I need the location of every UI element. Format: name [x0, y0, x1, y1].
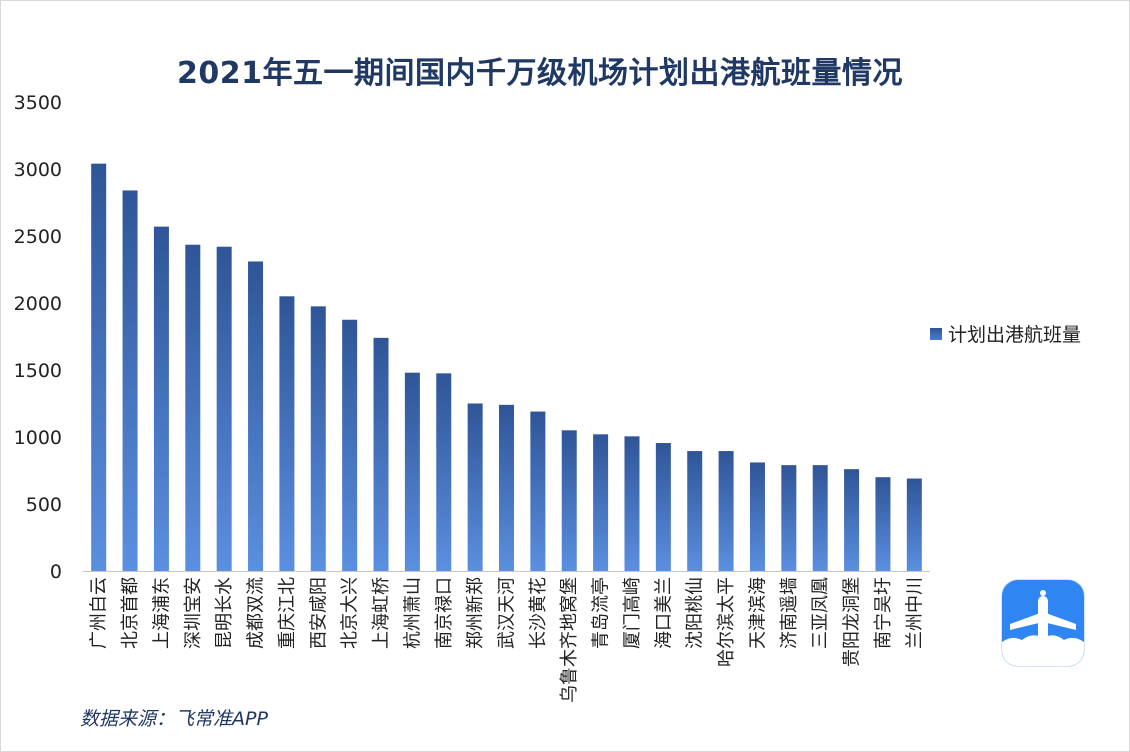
- x-tick-label: 上海虹桥: [371, 577, 392, 649]
- x-tick-label: 成都双流: [246, 577, 267, 649]
- y-tick-label: 2000: [14, 293, 62, 315]
- x-tick-label: 乌鲁木齐地窝堡: [559, 577, 580, 703]
- bar-21: [718, 451, 734, 571]
- x-tick-label: 三亚凤凰: [810, 577, 831, 649]
- y-tick-label: 1000: [14, 427, 62, 449]
- airplane-icon: [1002, 580, 1084, 666]
- x-tick-label: 济南遥墙: [779, 577, 800, 649]
- y-tick-label: 3500: [14, 92, 62, 114]
- x-tick-label: 南京禄口: [434, 577, 455, 649]
- y-tick-label: 1500: [14, 360, 62, 382]
- bar-3: [153, 226, 169, 571]
- x-tick-label: 广州白云: [89, 577, 110, 649]
- x-tick-label: 沈阳桃仙: [685, 577, 706, 649]
- y-tick-label: 2500: [14, 226, 62, 248]
- x-tick-label: 西安咸阳: [308, 577, 329, 649]
- x-tick-label: 青岛流亭: [591, 577, 612, 649]
- bar-9: [342, 319, 358, 571]
- x-tick-label: 北京大兴: [340, 577, 361, 649]
- bar-11: [404, 372, 420, 571]
- bar-16: [561, 430, 577, 571]
- x-tick-label: 天津滨海: [747, 577, 768, 649]
- bar-17: [593, 434, 609, 571]
- x-tick-label: 北京首都: [120, 577, 141, 649]
- airplane-app-logo-icon: [1002, 580, 1084, 666]
- x-tick-label: 长沙黄花: [528, 577, 549, 649]
- bar-25: [844, 469, 860, 571]
- x-tick-label: 郑州新郑: [465, 577, 486, 649]
- bar-10: [373, 337, 389, 571]
- x-tick-label: 重庆江北: [277, 577, 298, 649]
- bar-26: [875, 477, 891, 571]
- chart-title: 2021年五一期间国内千万级机场计划出港航班量情况: [177, 56, 903, 91]
- bar-19: [655, 443, 671, 571]
- bar-18: [624, 436, 640, 571]
- x-tick-label: 昆明长水: [214, 577, 235, 649]
- x-tick-label: 南宁吴圩: [873, 577, 894, 649]
- bar-13: [467, 403, 483, 571]
- bar-1: [91, 163, 107, 571]
- x-tick-label: 贵阳龙洞堡: [842, 577, 863, 667]
- bar-15: [530, 411, 546, 571]
- bar-22: [749, 462, 765, 571]
- bar-14: [499, 404, 514, 571]
- chart-legend: 计划出港航班量: [930, 320, 1081, 347]
- bar-2: [122, 190, 138, 571]
- bar-4: [185, 244, 201, 571]
- x-tick-label: 上海浦东: [151, 577, 172, 649]
- bar-23: [781, 465, 797, 571]
- bar-5: [216, 246, 232, 571]
- x-tick-label: 兰州中川: [904, 577, 925, 649]
- legend-label: 计划出港航班量: [948, 324, 1082, 346]
- x-tick-label: 哈尔滨太平: [716, 577, 737, 667]
- bar-12: [436, 373, 452, 571]
- y-tick-label: 0: [50, 561, 62, 583]
- x-tick-label: 杭州萧山: [402, 577, 423, 649]
- x-tick-label: 深圳宝安: [183, 577, 204, 649]
- x-tick-label: 厦门高崎: [622, 577, 643, 649]
- bar-8: [310, 306, 326, 571]
- bar-6: [248, 261, 264, 571]
- data-source-note: 数据来源：飞常准APP: [80, 708, 268, 730]
- y-tick-label: 3000: [14, 159, 62, 181]
- bar-20: [687, 451, 703, 571]
- bar-7: [279, 296, 295, 571]
- x-tick-label: 海口美兰: [653, 577, 674, 649]
- x-tick-label: 武汉天河: [497, 577, 518, 649]
- y-tick-label: 500: [26, 494, 62, 516]
- legend-swatch: [930, 327, 942, 340]
- bar-24: [812, 465, 828, 571]
- bar-27: [906, 478, 922, 571]
